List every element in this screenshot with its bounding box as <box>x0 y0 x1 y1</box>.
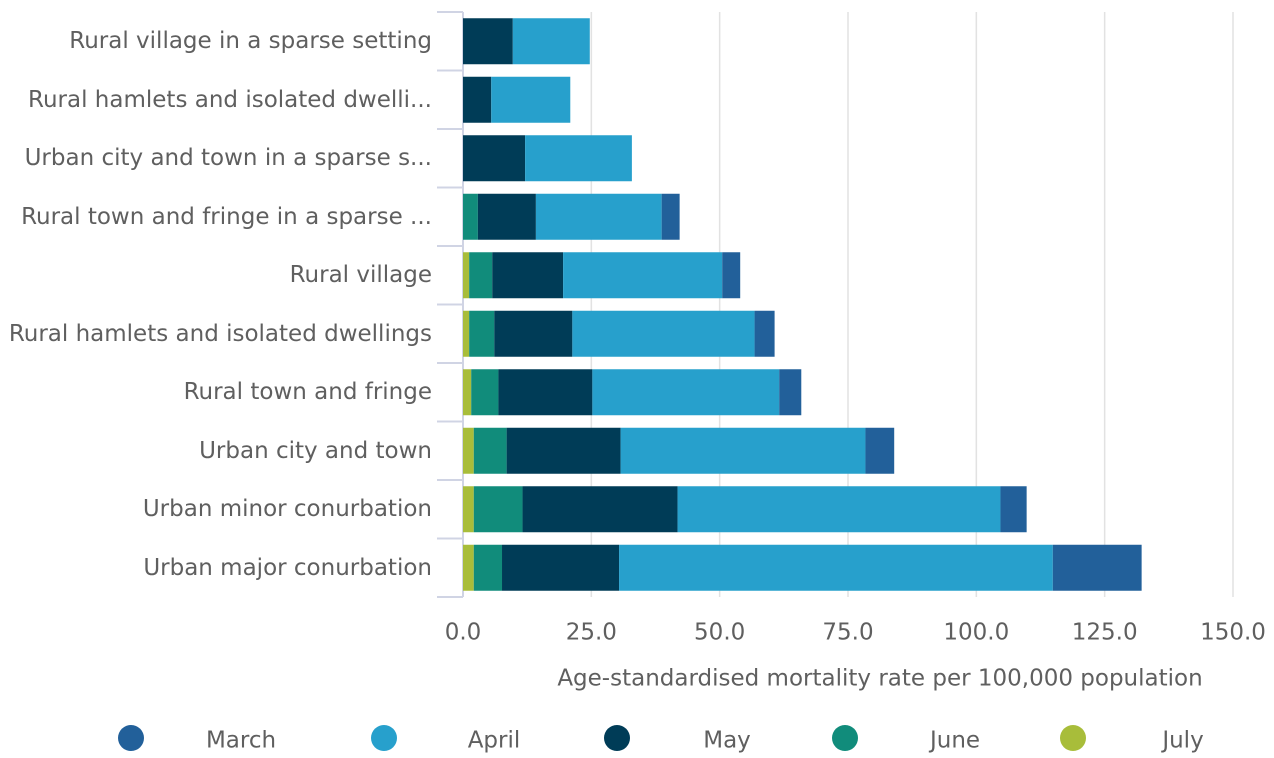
x-axis-title: Age-standardised mortality rate per 100,… <box>557 666 1202 692</box>
y-tick-label: Rural town and fringe <box>183 379 432 406</box>
legend-marker <box>118 725 144 751</box>
y-tick-label: Urban city and town <box>199 437 432 464</box>
bar-segment <box>463 18 513 65</box>
bar-segment <box>512 18 590 65</box>
bar-segment <box>865 427 895 474</box>
legend-marker <box>832 725 858 751</box>
bar-segment <box>463 486 474 533</box>
y-tick-label: Rural village in a sparse setting <box>69 28 432 55</box>
bar-segment <box>473 486 523 533</box>
x-tick-label: 150.0 <box>1200 620 1266 646</box>
y-tick-label: Urban city and town in a sparse s... <box>24 145 432 172</box>
bar-segment <box>563 252 723 299</box>
bar-segment <box>620 427 866 474</box>
x-tick-label: 75.0 <box>822 620 873 646</box>
bar-segment <box>722 252 741 299</box>
legend-label: July <box>1160 728 1203 754</box>
bar-segment <box>463 427 474 474</box>
bar-segment <box>463 135 526 182</box>
x-tick-label: 25.0 <box>566 620 617 646</box>
bar-segment <box>677 486 1001 533</box>
bar-segment <box>1000 486 1027 533</box>
legend-marker <box>371 725 397 751</box>
bar-segment <box>491 76 571 123</box>
bar-segment <box>522 486 678 533</box>
bar-segment <box>469 310 495 357</box>
bar-segment <box>471 369 499 416</box>
y-tick-label: Rural hamlets and isolated dwelli... <box>28 86 432 113</box>
bar-segment <box>463 252 470 299</box>
y-tick-label: Urban major conurbation <box>143 554 432 581</box>
bar-segment <box>572 310 755 357</box>
bar-segment <box>492 252 564 299</box>
bar-segment <box>473 544 503 591</box>
legend-label: March <box>206 728 276 754</box>
bar-segment <box>779 369 802 416</box>
bar-segment <box>494 310 573 357</box>
legend-label: June <box>928 728 980 754</box>
x-tick-label: 125.0 <box>1072 620 1138 646</box>
x-tick-label: 100.0 <box>943 620 1009 646</box>
bar-segment <box>473 427 507 474</box>
legend-label: May <box>703 728 751 754</box>
bar-segment <box>463 544 474 591</box>
bar-segment <box>661 193 680 240</box>
legend-label: April <box>468 728 521 754</box>
legend-marker <box>604 725 630 751</box>
bar-segment <box>502 544 620 591</box>
bar-segment <box>1052 544 1142 591</box>
bar-segment <box>754 310 775 357</box>
bar-segment <box>498 369 593 416</box>
bar-segment <box>525 135 632 182</box>
y-tick-label: Rural hamlets and isolated dwellings <box>8 320 432 347</box>
bar-segment <box>619 544 1053 591</box>
bar-segment <box>463 76 492 123</box>
bar-segment <box>463 369 472 416</box>
bar-segment <box>469 252 493 299</box>
y-tick-label: Rural village <box>289 262 432 289</box>
y-tick-label: Urban minor conurbation <box>142 496 432 523</box>
bar-segment <box>463 310 470 357</box>
y-tick-label: Rural town and fringe in a sparse ... <box>21 203 432 230</box>
bar-segment <box>592 369 780 416</box>
bar-segment <box>506 427 621 474</box>
bar-segment <box>463 193 478 240</box>
legend-marker <box>1060 725 1086 751</box>
x-tick-label: 0.0 <box>445 620 482 646</box>
bar-segment <box>535 193 662 240</box>
bar-segment <box>477 193 536 240</box>
x-tick-label: 50.0 <box>694 620 745 646</box>
